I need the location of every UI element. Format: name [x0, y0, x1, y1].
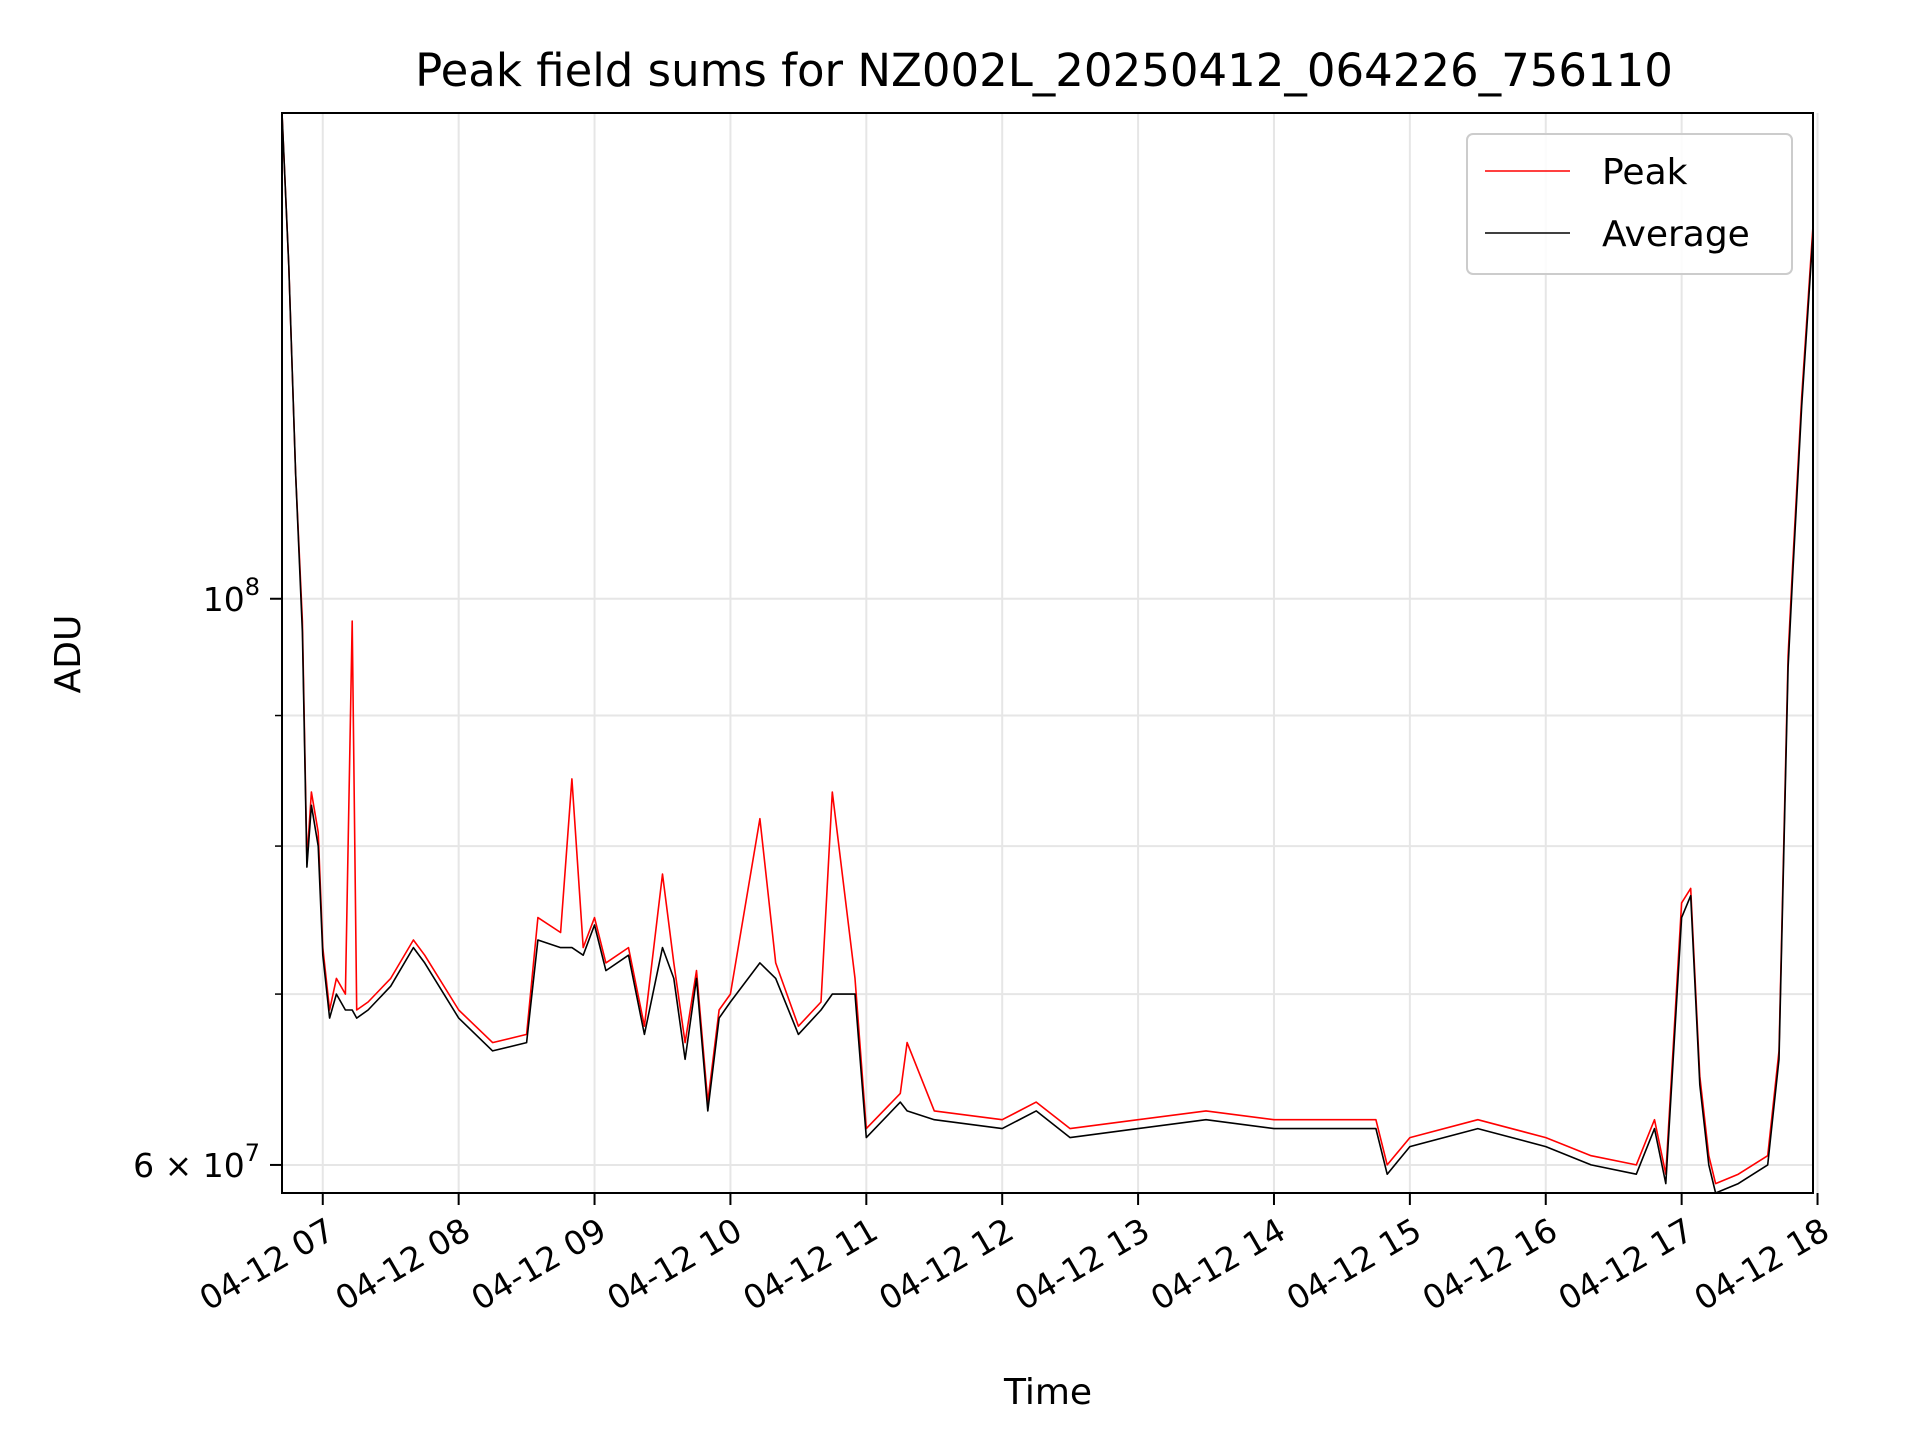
y-axis-ticks: 108 6 × 107 — [133, 573, 282, 1185]
y-tick-label: 6 × 107 — [133, 1139, 260, 1185]
y-tick-label: 108 — [203, 573, 260, 619]
legend-label-peak: Peak — [1602, 152, 1688, 193]
legend-label-average: Average — [1602, 214, 1750, 255]
chart-title: Peak field sums for NZ002L_20250412_0642… — [415, 44, 1673, 97]
series-group — [282, 113, 1813, 1193]
legend: Peak Average — [1466, 133, 1793, 275]
legend-box — [1466, 133, 1793, 275]
x-axis-label: Time — [1003, 1372, 1092, 1413]
series-line-average — [282, 113, 1813, 1193]
grid-lines — [282, 113, 1819, 1193]
y-axis-label: ADU — [48, 615, 89, 694]
plot-frame — [281, 112, 1814, 1194]
